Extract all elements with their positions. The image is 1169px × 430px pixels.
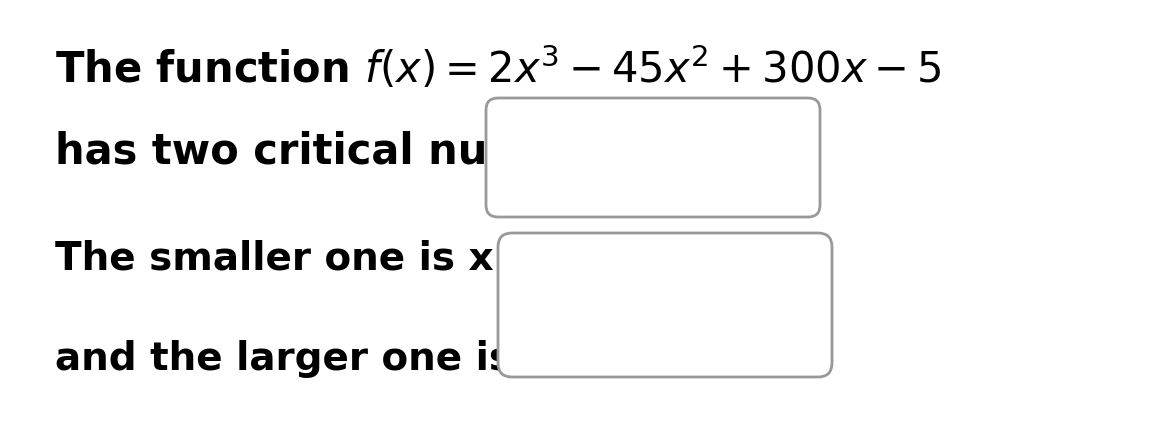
Text: and the larger one is x =: and the larger one is x = — [55, 339, 596, 377]
FancyBboxPatch shape — [486, 99, 819, 218]
Text: has two critical numbers.: has two critical numbers. — [55, 130, 650, 172]
Text: The function $f(x) = 2x^3 - 45x^2 + 300x - 5$: The function $f(x) = 2x^3 - 45x^2 + 300x… — [55, 45, 942, 92]
Text: The smaller one is x =: The smaller one is x = — [55, 240, 540, 277]
FancyBboxPatch shape — [498, 233, 832, 377]
